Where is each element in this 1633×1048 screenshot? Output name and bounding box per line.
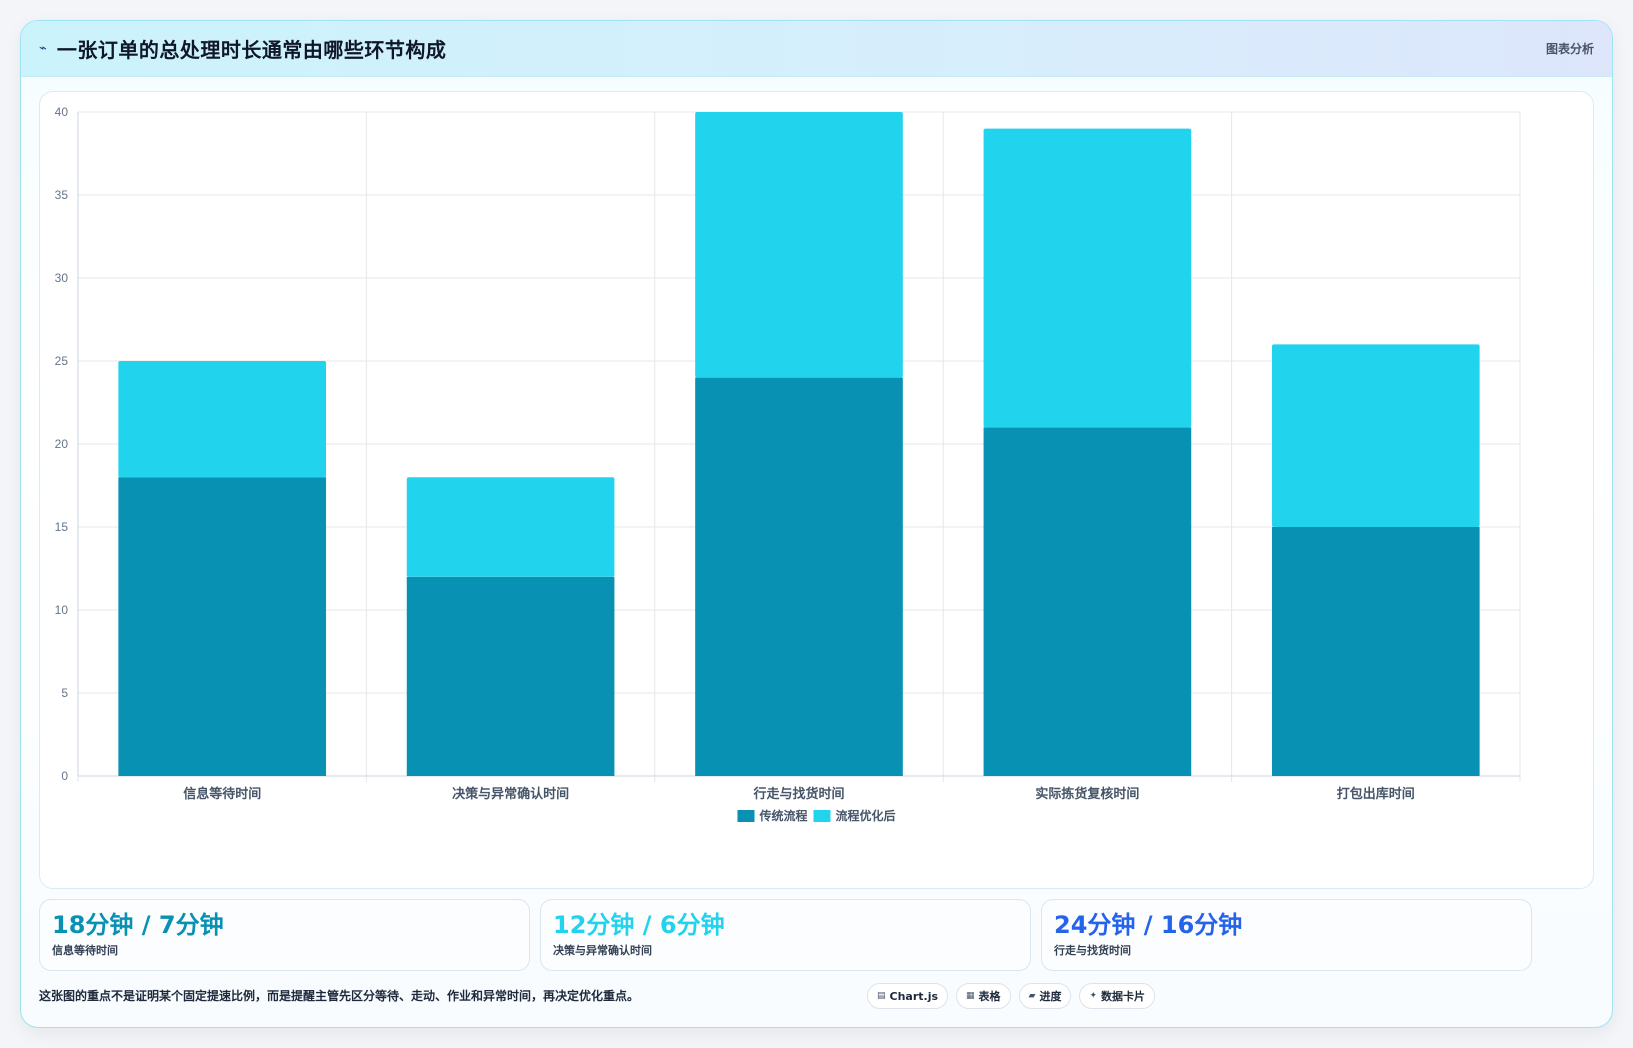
chip-group: ▤ Chart.js ▦ 表格 ▰ 进度 ✦ 数据卡片	[867, 983, 1156, 1009]
chart-card: ⌁ 一张订单的总处理时长通常由哪些环节构成 图表分析 0 5 10 15 20 25 30 3…	[20, 20, 1613, 1028]
bar-traditional: 24	[695, 377, 903, 776]
card-header: ⌁ 一张订单的总处理时长通常由哪些环节构成 图表分析	[21, 21, 1612, 77]
progress-icon: ▰	[1028, 991, 1036, 1001]
bar-traditional: 15	[1271, 527, 1480, 776]
legend-swatch	[813, 810, 831, 822]
x-tick-label: 打包出库时间	[1337, 786, 1415, 801]
x-tick-label: 决策与异常确认时间	[452, 786, 569, 801]
bar-optimized: 16	[695, 112, 903, 378]
stat-value: 12分钟 / 6分钟	[553, 911, 725, 939]
stat-label: 决策与异常确认时间	[553, 944, 652, 957]
bar-optimized: 6	[406, 477, 615, 577]
stat-card-walking: 24分钟 / 16分钟 行走与找货时间	[1041, 899, 1532, 971]
stacked-bar-chart: 0510152025303540187信息等待时间126 决策与异常确认时间241…	[55, 105, 1521, 823]
legend-swatch	[737, 810, 755, 822]
table-icon: ▦	[966, 991, 975, 1001]
chip-label: 表格	[978, 990, 1001, 1003]
bar-traditional: 12	[406, 576, 615, 776]
bar-optimized: 11	[1271, 344, 1480, 527]
y-tick-label: 25	[55, 354, 69, 368]
bar-optimized: 18	[983, 128, 1192, 428]
bar-traditional: 18	[118, 477, 327, 776]
y-tick-label: 35	[55, 188, 69, 202]
legend-label: 流程优化后	[836, 808, 896, 823]
chart-icon: ▤	[877, 991, 886, 1001]
pulse-icon: ⌁	[39, 41, 47, 56]
chart-title: 一张订单的总处理时长通常由哪些环节构成	[56, 38, 447, 62]
legend-label: 传统流程	[759, 808, 808, 823]
header-tag: 图表分析	[1545, 42, 1594, 56]
x-tick-label: 行走与找货时间	[752, 786, 844, 801]
y-tick-label: 20	[55, 437, 69, 451]
y-tick-label: 30	[55, 271, 69, 285]
stat-card-decision: 12分钟 / 6分钟 决策与异常确认时间	[540, 899, 1031, 971]
bar-traditional: 21	[983, 427, 1192, 776]
chip-chartjs[interactable]: ▤ Chart.js	[867, 983, 949, 1009]
chart-panel: 0510152025303540187信息等待时间126决策与异常确认时间241…	[39, 91, 1594, 889]
bar-optimized: 7	[118, 361, 327, 478]
stat-value: 18分钟 / 7分钟	[52, 911, 224, 939]
sparkle-icon: ✦	[1089, 991, 1098, 1001]
y-tick-label: 10	[55, 603, 69, 617]
y-tick-label: 0	[61, 769, 68, 783]
stat-label: 信息等待时间	[52, 944, 118, 957]
y-tick-label: 15	[55, 520, 69, 534]
x-tick-label: 信息等待时间	[183, 786, 261, 801]
chip-data-cards[interactable]: ✦ 数据卡片	[1079, 983, 1156, 1009]
chip-label: 进度	[1039, 990, 1062, 1003]
stat-value: 24分钟 / 16分钟	[1054, 911, 1243, 939]
chip-progress[interactable]: ▰ 进度	[1018, 983, 1072, 1009]
y-tick-label: 40	[55, 105, 69, 119]
stat-label: 行走与找货时间	[1054, 944, 1131, 957]
x-tick-label: 实际拣货复核时间	[1035, 786, 1139, 801]
stat-card-waiting: 18分钟 / 7分钟 信息等待时间	[39, 899, 530, 971]
chip-label: 数据卡片	[1101, 990, 1146, 1003]
chip-label: Chart.js	[889, 989, 939, 1003]
stats-row: 18分钟 / 7分钟 信息等待时间 12分钟 / 6分钟 决策与异常确认时间 2…	[39, 899, 1594, 971]
y-tick-label: 5	[61, 686, 68, 700]
chip-table[interactable]: ▦ 表格	[956, 983, 1011, 1009]
footer-note: 这张图的重点不是证明某个固定提速比例，而是提醒主管先区分等待、走动、作业和异常时…	[39, 989, 640, 1003]
